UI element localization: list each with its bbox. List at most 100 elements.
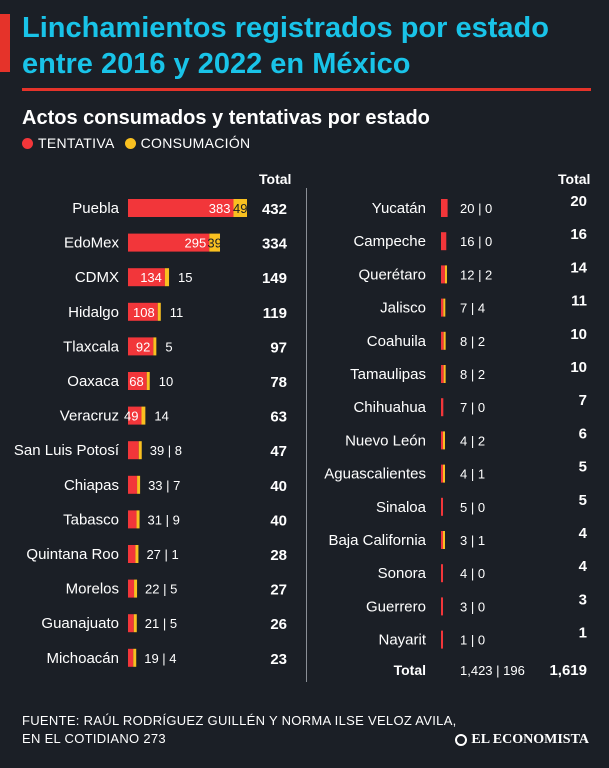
value-pair-michoacan: 19 | 4: [144, 651, 176, 666]
left-total-header: Total: [259, 171, 292, 187]
value-pair-aguascalientes: 4 | 1: [460, 467, 485, 482]
bar-consumacion-puebla: [233, 199, 247, 217]
bar-tentativa-cdmx: [128, 268, 165, 287]
bar-consumacion-aguascalientes: [443, 464, 445, 483]
total-value-nayarit: 1: [579, 625, 587, 642]
bar-tentativa-guanajuato: [128, 614, 134, 633]
total-value-michoacan: 23: [270, 651, 287, 668]
value-consumacion-tlaxcala: 5: [165, 339, 172, 354]
bar-consumacion-cdmx: [164, 268, 170, 287]
total-value-campeche: 16: [570, 226, 587, 243]
bar-tentativa-yucatan: [441, 199, 448, 217]
state-label-guerrero: Guerrero: [366, 598, 426, 615]
value-consumacion-puebla: 49: [233, 201, 247, 216]
bar-tentativa-michoacan: [128, 648, 134, 667]
total-value-guanajuato: 26: [270, 616, 287, 633]
state-label-tlaxcala: Tlaxcala: [63, 338, 120, 355]
value-pair-baja-california: 3 | 1: [460, 533, 485, 548]
value-consumacion-cdmx: 15: [178, 270, 192, 285]
bar-tentativa-san-luis-potosi: [128, 441, 139, 460]
page-title: Linchamientos registrados por estado ent…: [22, 12, 549, 80]
state-label-michoacan: Michoacán: [46, 650, 119, 667]
bar-consumacion-nuevo-leon: [443, 431, 445, 450]
value-pair-tabasco: 31 | 9: [148, 512, 180, 527]
total-value-edomex: 334: [262, 236, 288, 253]
legend-dot-tentativa: [22, 137, 33, 149]
value-pair-coahuila: 8 | 2: [460, 334, 485, 349]
bar-tentativa-oaxaca: [128, 372, 147, 390]
state-label-aguascalientes: Aguascalientes: [324, 466, 426, 483]
total-value-cdmx: 149: [262, 270, 287, 287]
bar-tentativa-puebla: [128, 199, 234, 217]
state-label-baja-california: Baja California: [328, 532, 426, 549]
value-consumacion-edomex: 39: [207, 236, 221, 251]
value-tentativa-tlaxcala: 92: [136, 339, 150, 354]
value-pair-queretaro: 12 | 2: [460, 267, 492, 282]
value-pair-nayarit: 1 | 0: [460, 633, 485, 648]
value-pair-tamaulipas: 8 | 2: [460, 367, 485, 382]
title-divider: [22, 88, 591, 91]
value-tentativa-veracruz: 49: [124, 409, 138, 424]
state-label-queretaro: Querétaro: [358, 266, 426, 283]
total-value-guerrero: 3: [579, 591, 587, 608]
value-pair-quintana-roo: 27 | 1: [146, 547, 178, 562]
bar-consumacion-tabasco: [136, 510, 140, 529]
state-label-cdmx: CDMX: [75, 269, 119, 286]
bar-tentativa-veracruz: [128, 406, 142, 425]
value-tentativa-hidalgo: 108: [133, 305, 155, 320]
total-value-morelos: 27: [270, 582, 287, 599]
total-value-tabasco: 40: [270, 512, 287, 529]
value-consumacion-oaxaca: 10: [159, 374, 173, 389]
bar-tentativa-chihuahua: [441, 398, 444, 417]
total-value-jalisco: 11: [571, 293, 587, 310]
state-label-jalisco: Jalisco: [380, 300, 426, 317]
legend-label-tentativa: TENTATIVA: [38, 135, 115, 151]
state-label-guanajuato: Guanajuato: [41, 615, 119, 632]
bar-consumacion-chiapas: [137, 475, 141, 494]
source-line-1: FUENTE: RAÚL RODRÍGUEZ GUILLÉN Y NORMA I…: [22, 713, 457, 728]
bar-tentativa-baja-california: [441, 531, 443, 549]
bar-tentativa-morelos: [128, 579, 135, 598]
total-value-quintana-roo: 28: [270, 547, 287, 564]
total-value-sinaloa: 5: [579, 492, 587, 509]
total-value-yucatan: 20: [570, 193, 587, 210]
state-label-oaxaca: Oaxaca: [67, 373, 119, 390]
bar-tentativa-nuevo-leon: [441, 431, 443, 450]
bar-consumacion-edomex: [209, 233, 221, 252]
state-label-nayarit: Nayarit: [378, 632, 426, 649]
value-pair-chiapas: 33 | 7: [148, 478, 180, 493]
bar-consumacion-tamaulipas: [443, 365, 446, 383]
state-label-hidalgo: Hidalgo: [68, 304, 119, 321]
legend-label-consumacion: CONSUMACIÓN: [140, 135, 251, 151]
total-value-sonora: 4: [579, 558, 588, 575]
state-label-sinaloa: Sinaloa: [376, 499, 427, 516]
bar-tentativa-chiapas: [128, 475, 138, 494]
bar-tentativa-coahuila: [441, 331, 444, 350]
bar-tentativa-queretaro: [441, 265, 445, 284]
value-tentativa-oaxaca: 68: [129, 374, 143, 389]
column-divider: [306, 188, 307, 682]
value-pair-yucatan: 20 | 0: [460, 201, 492, 216]
value-consumacion-hidalgo: 11: [170, 305, 184, 320]
state-label-puebla: Puebla: [72, 200, 119, 217]
total-value-aguascalientes: 5: [579, 459, 587, 476]
state-label-veracruz: Veracruz: [60, 408, 119, 425]
bar-tentativa-sonora: [441, 564, 443, 583]
chart-legend: TENTATIVA CONSUMACIÓN: [22, 135, 260, 151]
state-label-tabasco: Tabasco: [63, 511, 119, 528]
state-label-quintana-roo: Quintana Roo: [26, 546, 119, 563]
legend-dot-consumacion: [124, 137, 136, 149]
value-pair-chihuahua: 7 | 0: [460, 400, 485, 415]
total-value-tamaulipas: 10: [570, 359, 587, 376]
bar-consumacion-quintana-roo: [135, 545, 139, 563]
bar-consumacion-jalisco: [443, 298, 446, 317]
state-label-chiapas: Chiapas: [64, 477, 119, 494]
total-value-baja-california: 4: [579, 525, 588, 542]
state-label-nuevo-leon: Nuevo León: [345, 432, 426, 449]
bar-tentativa-tabasco: [128, 510, 137, 529]
total-value-tlaxcala: 97: [270, 339, 287, 356]
value-pair-campeche: 16 | 0: [460, 234, 492, 249]
bar-tentativa-edomex: [128, 233, 210, 252]
state-label-yucatan: Yucatán: [372, 200, 426, 217]
value-consumacion-veracruz: 14: [154, 409, 168, 424]
